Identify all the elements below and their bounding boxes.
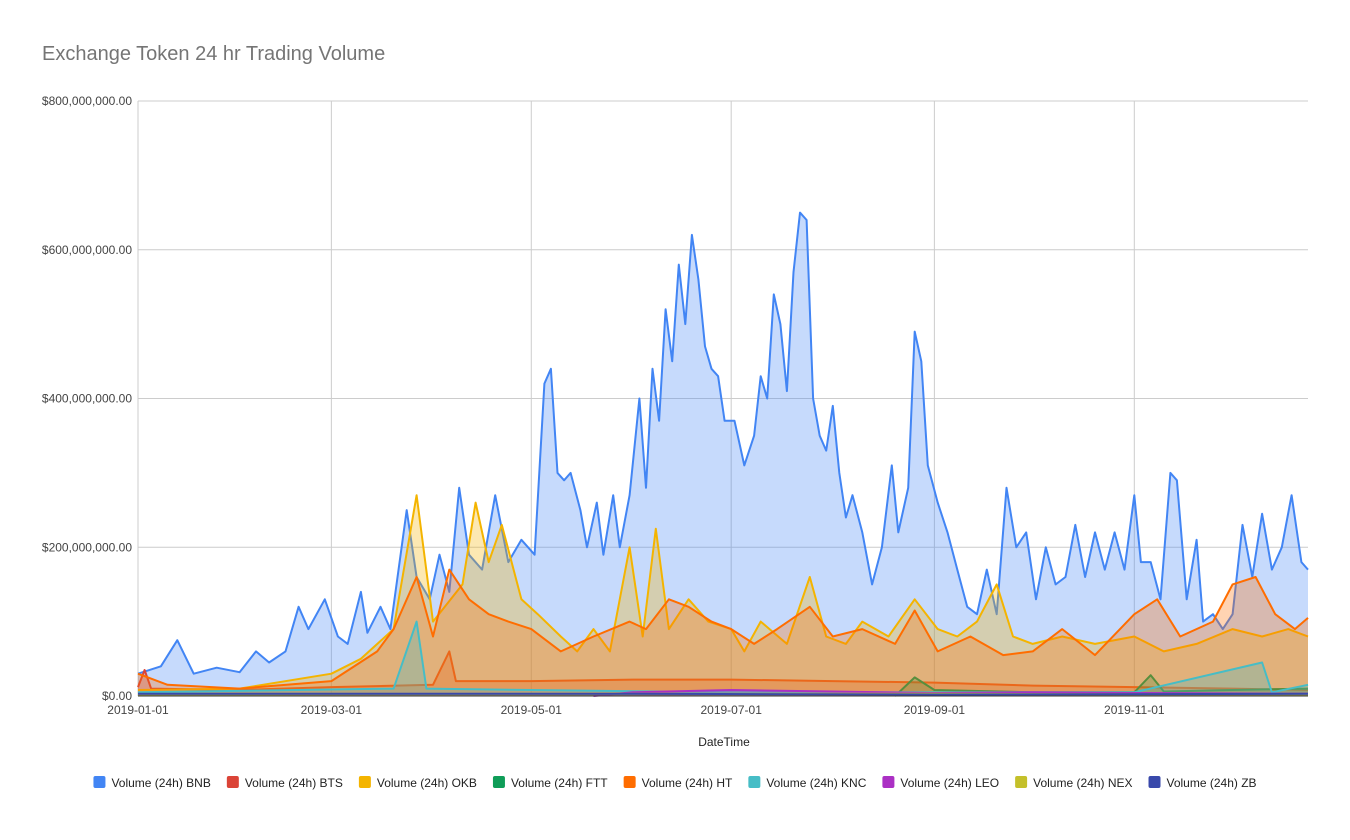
legend-item[interactable]: Volume (24h) KNC	[748, 776, 867, 790]
legend-item[interactable]: Volume (24h) OKB	[358, 776, 477, 790]
legend-label: Volume (24h) FTT	[511, 776, 608, 790]
legend-swatch	[492, 776, 505, 788]
legend-label: Volume (24h) HT	[642, 776, 733, 790]
legend-item[interactable]: Volume (24h) HT	[623, 776, 733, 790]
legend-item[interactable]: Volume (24h) LEO	[882, 776, 999, 790]
series-area	[138, 621, 1308, 696]
legend-swatch	[748, 776, 761, 788]
legend-swatch	[1148, 776, 1161, 788]
legend-item[interactable]: Volume (24h) BTS	[226, 776, 343, 790]
series-areas	[137, 211, 1309, 697]
x-tick-label: 2019-07-01	[700, 703, 762, 717]
legend-swatch	[882, 776, 895, 788]
series-line	[137, 568, 1309, 690]
legend-swatch	[93, 776, 106, 788]
series-line	[137, 494, 1309, 691]
legend-label: Volume (24h) BNB	[111, 776, 210, 790]
legend-label: Volume (24h) ZB	[1167, 776, 1257, 790]
series-area	[138, 495, 1308, 696]
x-tick-label: 2019-01-01	[107, 703, 169, 717]
legend-item[interactable]: Volume (24h) NEX	[1015, 776, 1133, 790]
x-tick-label: 2019-05-01	[501, 703, 563, 717]
chart-title: Exchange Token 24 hr Trading Volume	[42, 43, 385, 65]
series-volume-24h-bnb	[137, 211, 1309, 696]
legend-swatch	[623, 776, 636, 788]
series-volume-24h-okb	[137, 494, 1309, 696]
series-line	[593, 689, 1309, 697]
y-tick-label: $600,000,000.00	[42, 243, 132, 257]
legend-label: Volume (24h) KNC	[766, 776, 866, 790]
legend-label: Volume (24h) OKB	[377, 776, 477, 790]
series-volume-24h-knc	[137, 620, 1309, 696]
legend-swatch	[1015, 776, 1028, 788]
axes: $0.00 $200,000,000.00 $400,000,000.00 $600,…	[42, 94, 1308, 717]
series-volume-24h-ht	[137, 568, 1309, 696]
series-line	[137, 620, 1309, 694]
x-tick-label: 2019-09-01	[904, 703, 966, 717]
legend-label: Volume (24h) NEX	[1033, 776, 1132, 790]
y-tick-label: $800,000,000.00	[42, 94, 132, 108]
legend-item[interactable]: Volume (24h) ZB	[1148, 776, 1257, 790]
grid-lines	[137, 100, 1308, 696]
legend-label: Volume (24h) BTS	[245, 776, 343, 790]
series-line	[138, 692, 1309, 696]
y-tick-label: $200,000,000.00	[42, 540, 132, 554]
x-axis-title: DateTime	[698, 735, 750, 749]
series-area	[138, 212, 1308, 696]
x-tick-label: 2019-11-01	[1104, 703, 1165, 717]
series-line	[137, 211, 1309, 675]
legend: Volume (24h) BNB Volume (24h) BTS Volume (…	[93, 776, 1257, 790]
series-area	[138, 569, 1308, 696]
legend-label: Volume (24h) LEO	[900, 776, 999, 790]
legend-item[interactable]: Volume (24h) BNB	[93, 776, 211, 790]
legend-swatch	[358, 776, 371, 788]
legend-item[interactable]: Volume (24h) FTT	[492, 776, 608, 790]
x-tick-label: 2019-03-01	[301, 703, 363, 717]
series-volume-24h-zb	[138, 692, 1309, 696]
legend-swatch	[226, 776, 239, 788]
y-tick-label: $0.00	[102, 689, 132, 703]
y-tick-label: $400,000,000.00	[42, 392, 132, 406]
